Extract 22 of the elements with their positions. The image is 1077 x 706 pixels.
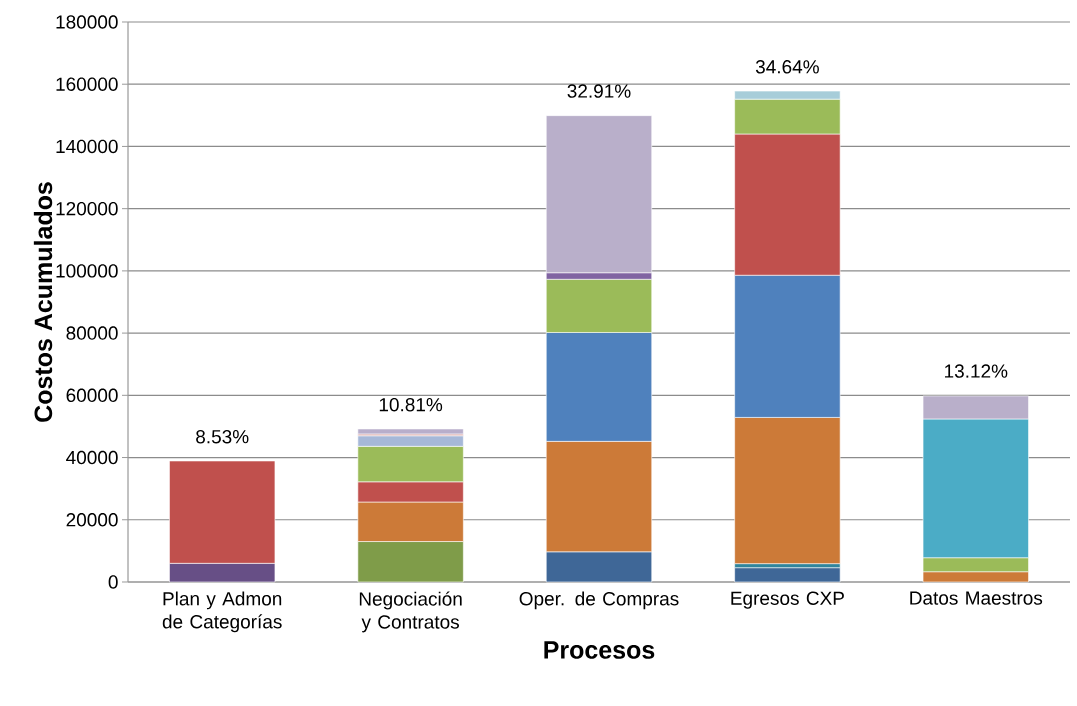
y-axis-title: Costos Acumulados (33, 182, 53, 422)
x-tick-label: Egresos CXP (731, 591, 844, 609)
annotation: 8.53% (196, 429, 249, 444)
y-tick-label: 40000 (66, 450, 118, 465)
annotation: 32.91% (567, 84, 631, 98)
y-tick-label: 160000 (56, 77, 118, 91)
y-tick-label: 60000 (66, 388, 118, 403)
y-tick-label: 80000 (66, 326, 118, 340)
annotation: 10.81% (379, 397, 443, 412)
y-tick-label: 100000 (56, 264, 118, 278)
x-tick-label: Negociación y Contratos (359, 591, 462, 633)
annotation: 34.64% (755, 60, 819, 74)
annotation: 13.12% (945, 364, 1008, 378)
y-tick-label: 0 (108, 575, 118, 589)
x-tick-label: Datos Maestros (910, 591, 1043, 605)
y-tick-label: 20000 (66, 513, 118, 527)
x-axis-title: Procesos (544, 641, 655, 659)
x-tick-label: Oper. de Compras (519, 591, 679, 610)
y-tick-label: 120000 (56, 201, 118, 216)
y-tick-label: 180000 (56, 15, 118, 29)
y-tick-label: 140000 (56, 139, 118, 154)
x-tick-label: Plan y Admon de Categorías (162, 591, 282, 633)
